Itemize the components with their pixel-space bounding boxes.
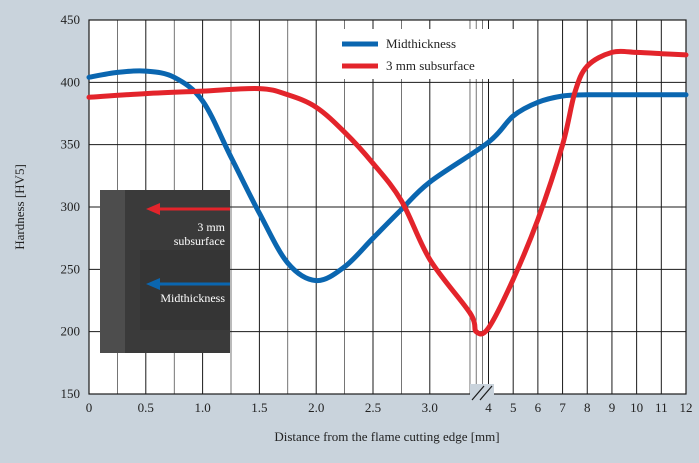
- x-tick-label-2.5: 2.5: [365, 400, 381, 415]
- x-tick-label-8: 8: [584, 400, 591, 415]
- x-tick-label-1.5: 1.5: [251, 400, 267, 415]
- x-tick-label-0.5: 0.5: [138, 400, 154, 415]
- y-tick-label-400: 400: [61, 74, 81, 89]
- inset-label-subsurface-line2: subsurface: [174, 234, 225, 248]
- x-tick-labels: 0 0.5 1.0 1.5 2.0 2.5 3.0 4 5 6 7 8 9 10 11 12: [86, 400, 693, 415]
- y-tick-label-200: 200: [61, 324, 81, 339]
- x-tick-label-1.0: 1.0: [194, 400, 210, 415]
- x-tick-label-12: 12: [680, 400, 693, 415]
- inset-photo: 3 mm subsurface Midthickness: [100, 190, 230, 353]
- y-tick-label-300: 300: [61, 199, 81, 214]
- y-tick-label-350: 350: [61, 137, 81, 152]
- x-tick-label-4: 4: [485, 400, 492, 415]
- x-tick-label-10: 10: [630, 400, 643, 415]
- y-tick-label-250: 250: [61, 261, 81, 276]
- y-tick-labels: 150 200 250 300 350 400 450: [61, 12, 81, 401]
- x-tick-label-0: 0: [86, 400, 93, 415]
- x-axis-label: Distance from the flame cutting edge [mm…: [274, 429, 499, 444]
- x-tick-label-9: 9: [609, 400, 616, 415]
- y-axis-label: Hardness [HV5]: [12, 164, 27, 250]
- x-tick-label-2.0: 2.0: [308, 400, 324, 415]
- inset-label-subsurface-line1: 3 mm: [197, 220, 225, 234]
- x-tick-label-11: 11: [655, 400, 668, 415]
- legend: Midthickness 3 mm subsurface: [334, 29, 516, 79]
- x-tick-label-5: 5: [510, 400, 517, 415]
- x-tick-label-6: 6: [535, 400, 542, 415]
- legend-label-midthickness: Midthickness: [386, 36, 456, 51]
- legend-label-subsurface: 3 mm subsurface: [386, 58, 475, 73]
- y-tick-label-450: 450: [61, 12, 81, 27]
- y-tick-label-150: 150: [61, 386, 81, 401]
- x-tick-label-3.0: 3.0: [422, 400, 438, 415]
- inset-label-midthickness: Midthickness: [160, 291, 225, 305]
- axis-break: [470, 384, 494, 400]
- x-tick-label-7: 7: [559, 400, 566, 415]
